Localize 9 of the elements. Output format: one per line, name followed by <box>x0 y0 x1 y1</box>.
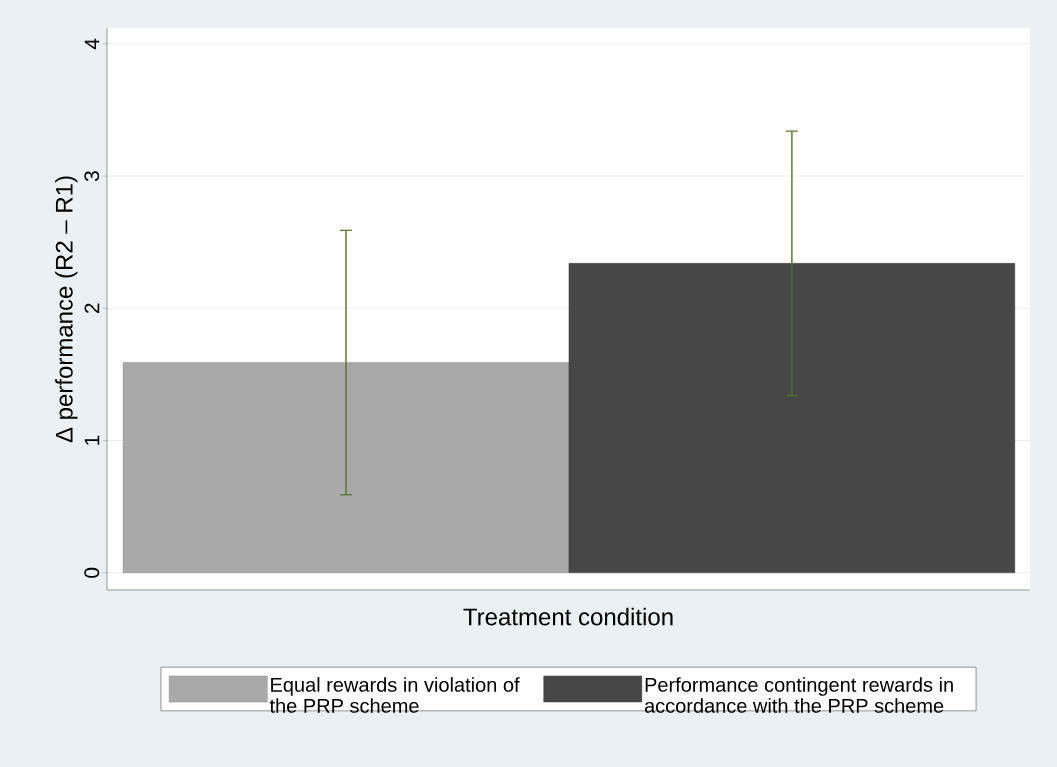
legend-label: Performance contingent rewards in accordance with the PRP scheme <box>644 677 953 713</box>
legend-label: Equal rewards in violation of the PRP scheme <box>269 677 520 713</box>
y-axis-title: Δ performance (R2 – R1) <box>55 176 78 443</box>
y-tick-label: 0 <box>84 567 100 578</box>
x-axis-title: Treatment condition <box>463 607 673 626</box>
y-tick-label: 1 <box>84 435 100 445</box>
y-tick-label: 2 <box>84 303 100 314</box>
y-tick-label: 3 <box>84 171 100 182</box>
y-tick-label: 4 <box>84 38 100 50</box>
